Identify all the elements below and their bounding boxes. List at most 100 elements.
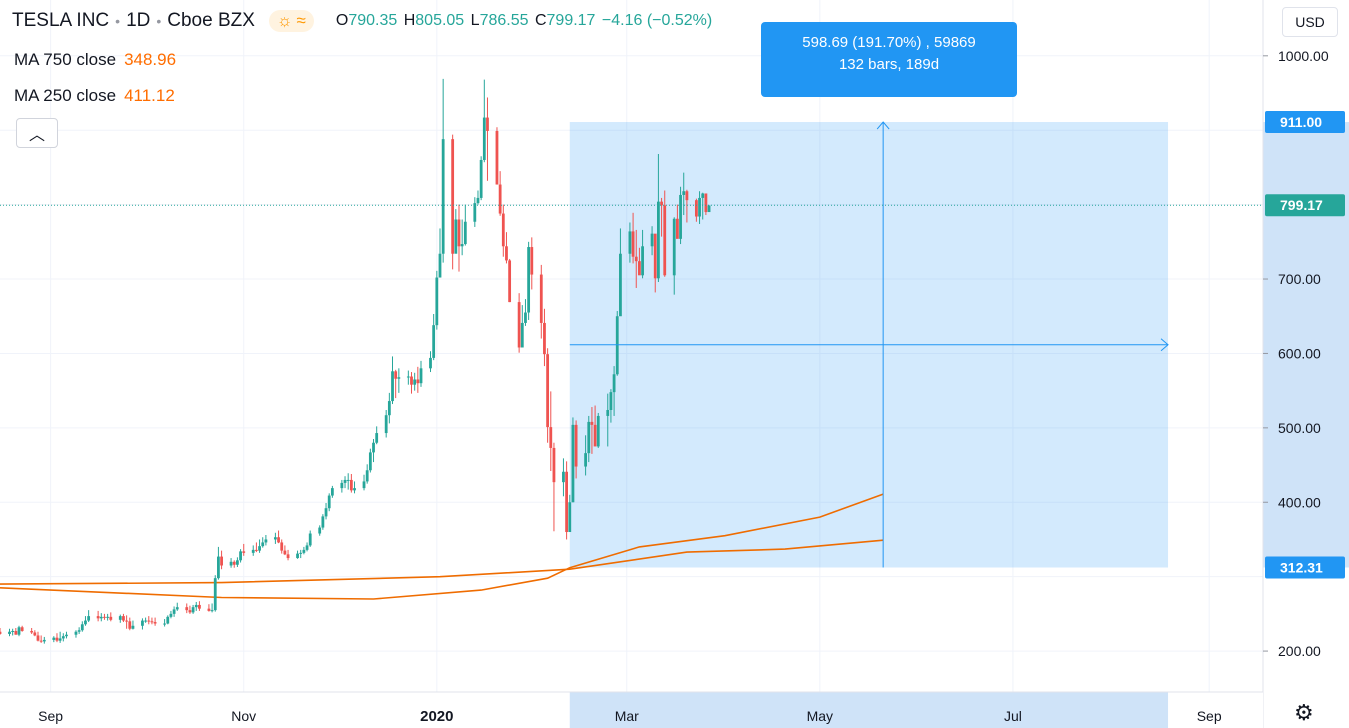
candle-body xyxy=(574,424,578,467)
candle-body xyxy=(118,616,122,620)
candle xyxy=(565,461,569,540)
candle-body xyxy=(631,231,635,257)
price-axis-label: 200.00 xyxy=(1278,643,1321,659)
candle-body xyxy=(365,470,369,482)
candle xyxy=(340,479,344,493)
candle-body xyxy=(679,194,682,239)
collapse-legend-button[interactable]: ︿ xyxy=(16,118,58,148)
gear-icon[interactable]: ⚙ xyxy=(1294,700,1314,725)
candle-body xyxy=(327,495,331,509)
candle-body xyxy=(505,246,508,261)
candle xyxy=(406,370,410,385)
price-axis: 200.00 400.00 500.00 600.00 700.00 1000.00 911… xyxy=(1262,0,1349,728)
candle xyxy=(258,539,261,553)
measure-low-label-bg xyxy=(1265,556,1345,579)
candle-body xyxy=(207,608,211,611)
candle-body xyxy=(163,623,167,625)
currency-button[interactable]: USD xyxy=(1282,7,1338,37)
candle xyxy=(571,417,575,503)
candle-body xyxy=(353,488,356,491)
measure-arrows xyxy=(569,121,1169,568)
time-axis-label: Sep xyxy=(38,708,63,724)
candle xyxy=(277,530,280,544)
candle-body xyxy=(109,616,113,620)
candle xyxy=(280,539,284,554)
candle-body xyxy=(318,527,322,534)
candle-body xyxy=(552,447,556,483)
candle xyxy=(451,134,455,270)
candle xyxy=(232,560,236,568)
candle-body xyxy=(546,354,550,428)
candle xyxy=(11,628,15,636)
candle xyxy=(438,228,442,278)
candle xyxy=(615,311,619,376)
candle-body xyxy=(343,479,347,483)
candle xyxy=(675,204,679,239)
candle-body xyxy=(527,247,531,313)
candle-body xyxy=(587,421,591,454)
candle xyxy=(508,258,512,303)
candle xyxy=(498,171,502,216)
candle-body xyxy=(549,427,553,448)
candle-body xyxy=(58,638,62,641)
candle-body xyxy=(166,616,170,624)
candle-body xyxy=(384,415,388,434)
candle-body xyxy=(42,639,46,642)
candle xyxy=(353,481,356,494)
candle-body xyxy=(368,452,372,471)
candle-body xyxy=(682,191,686,195)
candle-body xyxy=(391,371,394,402)
candle-body xyxy=(264,539,268,543)
candle xyxy=(660,197,663,237)
candle xyxy=(527,241,531,320)
candle-body xyxy=(11,630,15,632)
candle xyxy=(84,616,87,626)
candle xyxy=(330,485,334,498)
candle-body xyxy=(372,442,375,453)
measure-tooltip: 598.69 (191.70%) , 59869 132 bars, 189d xyxy=(761,22,1017,97)
candle-body xyxy=(65,634,68,637)
candle xyxy=(429,351,432,373)
candle xyxy=(131,620,135,630)
measure-bars: 132 bars, 189d xyxy=(838,56,940,73)
time-axis-label: 2020 xyxy=(420,708,453,725)
candle-body xyxy=(530,247,534,275)
candle-body xyxy=(172,609,176,614)
candle xyxy=(609,389,613,423)
candle xyxy=(593,405,597,447)
candle-body xyxy=(242,551,246,553)
candle xyxy=(141,618,144,630)
candle-body xyxy=(302,549,306,553)
candle xyxy=(505,232,508,264)
measure-high-label-bg xyxy=(1265,111,1345,134)
candle-body xyxy=(694,200,698,217)
symbol-name[interactable]: TESLA INC xyxy=(12,10,110,31)
candle-body xyxy=(99,616,103,619)
candle-body xyxy=(261,542,265,547)
candle xyxy=(679,186,682,245)
candle-body xyxy=(277,537,280,543)
candle xyxy=(264,534,268,546)
candle xyxy=(587,415,591,463)
session-status[interactable]: ☼ ≈ xyxy=(268,10,314,32)
candle xyxy=(476,190,480,205)
candle-body xyxy=(340,482,344,489)
candle xyxy=(96,610,100,622)
candle xyxy=(394,369,398,399)
price-axis-label: 700.00 xyxy=(1278,271,1321,287)
candle-body xyxy=(628,231,632,254)
candle-body xyxy=(198,604,201,609)
candle-body xyxy=(239,551,242,561)
candle-body xyxy=(641,246,644,276)
candle xyxy=(463,204,467,246)
candle xyxy=(501,204,505,257)
candle-body xyxy=(254,549,258,551)
candle-body xyxy=(663,205,667,276)
candle-body xyxy=(8,631,11,634)
candle xyxy=(324,503,328,520)
candle xyxy=(302,546,306,555)
candle xyxy=(308,530,312,547)
candle xyxy=(641,229,644,279)
candle-body xyxy=(74,631,78,635)
